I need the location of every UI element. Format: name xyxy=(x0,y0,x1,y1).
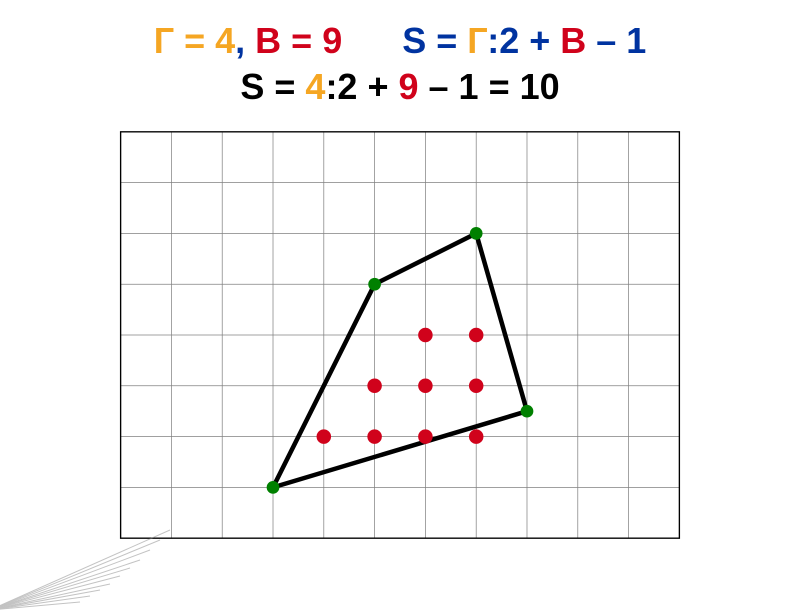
b-num: 9 xyxy=(398,66,418,107)
corner-decoration xyxy=(0,490,190,610)
b-sym: В xyxy=(560,20,586,61)
minus1: – 1 xyxy=(586,20,646,61)
result: – 1 = 10 xyxy=(419,66,560,107)
formula-line-1: Г = 4, В = 9 S = Г:2 + В – 1 xyxy=(0,20,800,62)
formula-line-2: S = 4:2 + 9 – 1 = 10 xyxy=(0,66,800,108)
div2plus2: :2 + xyxy=(325,66,398,107)
b-value: В = 9 xyxy=(255,20,342,61)
g-sym: Г xyxy=(467,20,487,61)
lattice-chart xyxy=(90,130,710,540)
comma: , xyxy=(235,20,255,61)
g-num: 4 xyxy=(305,66,325,107)
div2plus: :2 + xyxy=(487,20,560,61)
formula-block: Г = 4, В = 9 S = Г:2 + В – 1 S = 4:2 + 9… xyxy=(0,0,800,108)
g-value: Г = 4 xyxy=(154,20,235,61)
s-eq2: S = xyxy=(240,66,305,107)
s-eq: S = xyxy=(402,20,467,61)
chart-svg xyxy=(90,130,710,540)
spacer xyxy=(342,20,402,61)
